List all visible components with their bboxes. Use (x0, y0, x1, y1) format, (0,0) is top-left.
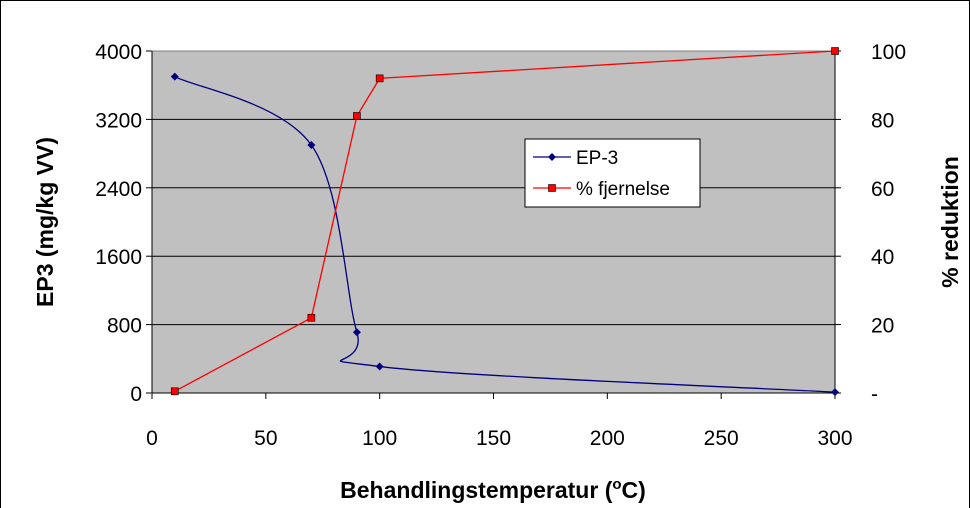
y-tick-label: 2400 (95, 178, 142, 201)
y2-tick-label: 20 (871, 315, 894, 338)
x-tick-label: 250 (704, 427, 739, 450)
x-axis-title-sup: o (612, 476, 621, 493)
y-tick-label: 0 (130, 383, 142, 406)
y2-tick-label: 80 (871, 109, 894, 132)
x-tick-label: 200 (590, 427, 625, 450)
y-axis-title: EP3 (mg/kg VV) (32, 137, 58, 307)
legend-label-fjernelse: % fjernelse (576, 179, 670, 200)
x-tick-label: 0 (146, 427, 158, 450)
series-line-0 (174, 76, 836, 393)
x-axis-title-end: C) (622, 477, 646, 503)
data-point-ep3 (307, 141, 316, 150)
data-point-fjernelse (353, 112, 361, 120)
legend-label-ep3: EP-3 (576, 148, 618, 169)
legend-marker-fjernelse (548, 184, 556, 192)
data-point-fjernelse (375, 74, 384, 83)
data-point-ep3 (375, 362, 384, 371)
legend-marker-ep3 (548, 153, 556, 161)
x-tick-label: 100 (362, 427, 397, 450)
tick-labels: 0 - 800 20 1600 40 2400 60 3200 80 4000 100 0 50 100 15… (95, 41, 906, 450)
x-tick-label: 300 (817, 427, 852, 450)
data-point-fjernelse (831, 47, 839, 55)
series-layer (170, 47, 839, 397)
plot-area (152, 51, 835, 393)
legend-box (524, 138, 701, 208)
axes (146, 50, 841, 399)
y2-tick-label: 100 (871, 41, 906, 64)
y-tick-label: 1600 (95, 246, 142, 269)
data-point-ep3 (831, 388, 839, 397)
y2-axis-title: % reduktion (937, 156, 963, 288)
data-point-fjernelse (170, 387, 179, 396)
data-point-ep3 (170, 72, 179, 81)
y2-tick-label: - (871, 383, 878, 406)
data-point-fjernelse (307, 313, 316, 322)
x-axis-title: Behandlingstemperatur (oC) (340, 476, 646, 503)
x-tick-label: 50 (254, 427, 277, 450)
y-tick-label: 4000 (95, 41, 142, 64)
y2-tick-label: 40 (871, 246, 894, 269)
data-point-ep3 (352, 328, 361, 337)
legend: EP-3 % fjernelse (524, 138, 701, 208)
y-tick-label: 800 (107, 315, 142, 338)
y2-tick-label: 60 (871, 178, 894, 201)
x-axis-title-main: Behandlingstemperatur ( (340, 477, 613, 503)
y-tick-label: 3200 (95, 109, 142, 132)
x-tick-label: 150 (476, 427, 511, 450)
